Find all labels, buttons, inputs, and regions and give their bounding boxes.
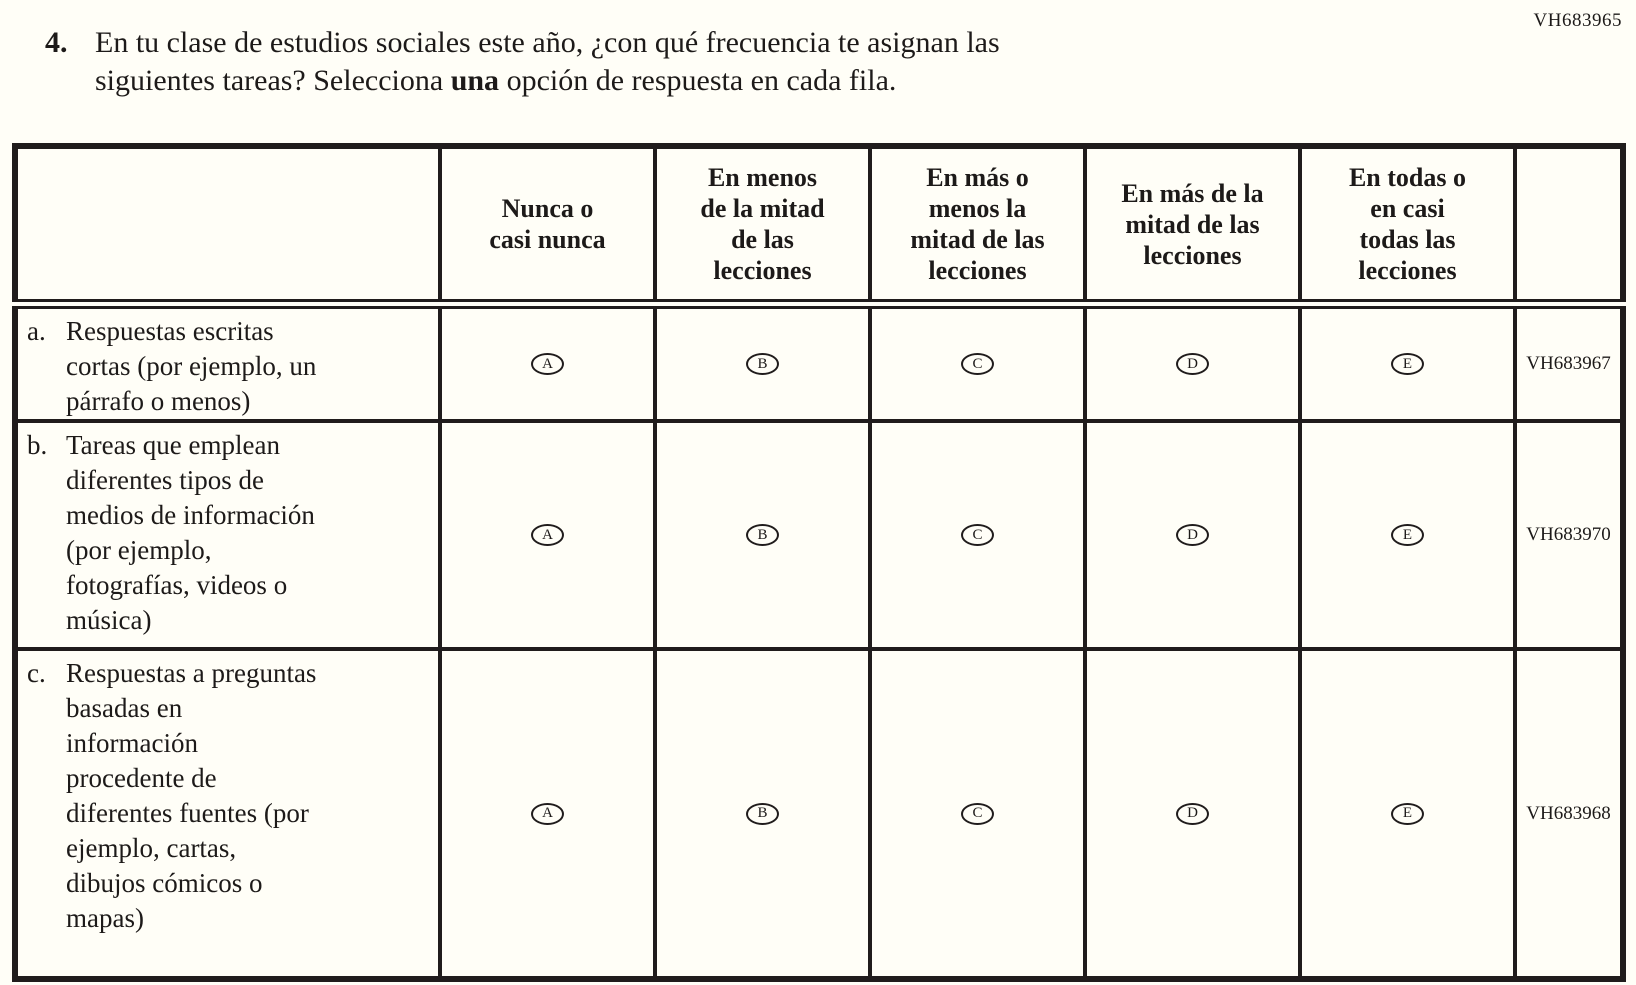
row-b-cell-nunca: A	[438, 419, 657, 651]
option-bubble-c[interactable]: C	[961, 353, 994, 375]
row-b-label-cell: b. Tareas que emplean diferentes tipos d…	[13, 419, 442, 651]
row-b-cell-todas: E	[1298, 419, 1517, 651]
row-item-text: Respuestas a preguntas basadas en inform…	[66, 658, 317, 933]
table-row-b: b. Tareas que emplean diferentes tipos d…	[13, 419, 1625, 651]
frequency-table: Nunca o casi nunca En menos de la mitad …	[12, 143, 1626, 982]
column-header-nunca: Nunca o casi nunca	[438, 144, 657, 309]
row-a-cell-mas-o-menos-mitad: C	[868, 302, 1087, 423]
option-bubble-e[interactable]: E	[1391, 524, 1424, 546]
row-b-cell-menos-mitad: B	[653, 419, 872, 651]
question-text: En tu clase de estudios sociales este añ…	[95, 24, 1000, 100]
form-code: VH683965	[1533, 10, 1622, 31]
table-corner-cell	[13, 144, 442, 309]
option-bubble-c[interactable]: C	[961, 802, 994, 825]
option-bubble-e[interactable]: E	[1391, 802, 1424, 825]
question-line-1: En tu clase de estudios sociales este añ…	[95, 26, 1000, 59]
row-c-cell-nunca: A	[438, 647, 657, 981]
row-c-cell-mas-mitad: D	[1083, 647, 1302, 981]
option-bubble-a[interactable]: A	[531, 353, 564, 375]
option-bubble-e[interactable]: E	[1391, 353, 1424, 375]
row-letter: c.	[27, 658, 46, 688]
column-header-menos-mitad: En menos de la mitad de las lecciones	[653, 144, 872, 309]
option-bubble-a[interactable]: A	[531, 524, 564, 546]
option-bubble-b[interactable]: B	[746, 802, 779, 825]
option-bubble-d[interactable]: D	[1176, 802, 1209, 825]
row-c-cell-menos-mitad: B	[653, 647, 872, 981]
option-bubble-d[interactable]: D	[1176, 353, 1209, 375]
row-item-text: Tareas que emplean diferentes tipos de m…	[66, 430, 315, 635]
column-header-code	[1513, 144, 1625, 309]
header-row: Nunca o casi nunca En menos de la mitad …	[13, 144, 1625, 309]
column-header-todas: En todas o en casi todas las lecciones	[1298, 144, 1517, 309]
row-a-cell-menos-mitad: B	[653, 302, 872, 423]
option-bubble-d[interactable]: D	[1176, 524, 1209, 546]
row-letter: a.	[27, 316, 46, 346]
table-row-c: c. Respuestas a preguntas basadas en inf…	[13, 647, 1625, 981]
row-a-cell-todas: E	[1298, 302, 1517, 423]
question-line-2-start: siguientes tareas? Selecciona	[95, 64, 451, 97]
row-code: VH683970	[1513, 419, 1625, 651]
row-item-text: Respuestas escritas cortas (por ejemplo,…	[66, 316, 317, 416]
option-bubble-c[interactable]: C	[961, 524, 994, 546]
column-header-mas-o-menos-mitad: En más o menos la mitad de las lecciones	[868, 144, 1087, 309]
question-block: 4. En tu clase de estudios sociales este…	[45, 24, 1000, 100]
row-c-label-cell: c. Respuestas a preguntas basadas en inf…	[13, 647, 442, 981]
question-line-2: siguientes tareas? Selecciona una opción…	[95, 62, 1000, 100]
row-code: VH683968	[1513, 647, 1625, 981]
question-line-2-end: opción de respuesta en cada fila.	[499, 64, 897, 97]
row-a-cell-nunca: A	[438, 302, 657, 423]
row-code: VH683967	[1513, 302, 1625, 423]
question-number: 4.	[45, 26, 68, 59]
table-row-a: a. Respuestas escritas cortas (por ejemp…	[13, 302, 1625, 423]
question-emphasis: una	[450, 64, 500, 97]
row-a-cell-mas-mitad: D	[1083, 302, 1302, 423]
row-c-cell-todas: E	[1298, 647, 1517, 981]
option-bubble-b[interactable]: B	[746, 524, 779, 546]
row-letter: b.	[27, 430, 48, 460]
row-c-cell-mas-o-menos-mitad: C	[868, 647, 1087, 981]
row-a-label-cell: a. Respuestas escritas cortas (por ejemp…	[13, 302, 442, 423]
row-b-cell-mas-o-menos-mitad: C	[868, 419, 1087, 651]
row-b-cell-mas-mitad: D	[1083, 419, 1302, 651]
option-bubble-a[interactable]: A	[531, 802, 564, 825]
option-bubble-b[interactable]: B	[746, 353, 779, 375]
column-header-mas-mitad: En más de la mitad de las lecciones	[1083, 144, 1302, 309]
